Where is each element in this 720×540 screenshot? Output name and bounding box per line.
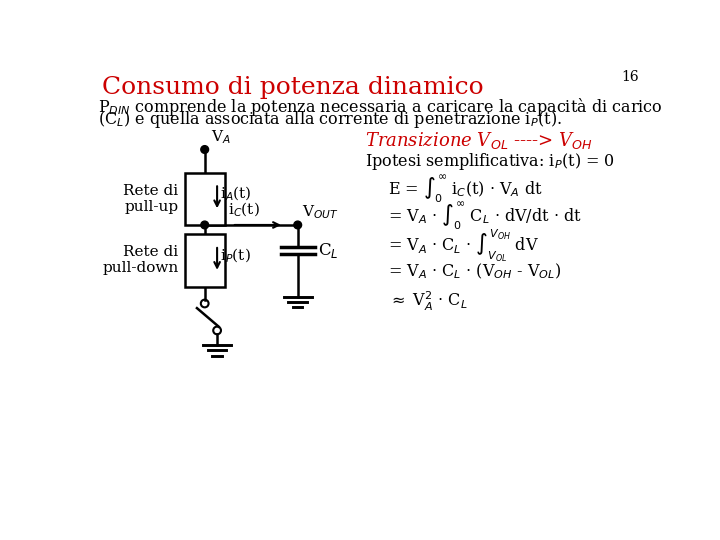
Text: V$_{OUT}$: V$_{OUT}$ [302,204,338,221]
Text: = V$_A$ $\cdot$ C$_L$ $\cdot$ $\int_{V_{OL}}^{V_{OH}}$ dV: = V$_A$ $\cdot$ C$_L$ $\cdot$ $\int_{V_{… [388,228,539,265]
Text: i$_P$(t): i$_P$(t) [220,247,251,265]
Text: Consumo di potenza dinamico: Consumo di potenza dinamico [102,76,483,99]
Text: = V$_A$ $\cdot$ $\int_0^{\infty}$ C$_L$ $\cdot$ dV/dt $\cdot$ dt: = V$_A$ $\cdot$ $\int_0^{\infty}$ C$_L$ … [388,200,582,232]
Circle shape [201,146,209,153]
Text: 16: 16 [621,70,639,84]
Bar [184,234,225,287]
Text: Transizione V$_{OL}$ ----> V$_{OH}$: Transizione V$_{OL}$ ----> V$_{OH}$ [365,130,593,151]
Text: = V$_A$ $\cdot$ C$_L$ $\cdot$ (V$_{OH}$ - V$_{OL}$): = V$_A$ $\cdot$ C$_L$ $\cdot$ (V$_{OH}$ … [388,261,562,281]
Text: $\approx$ V$_A^2$ $\cdot$ C$_L$: $\approx$ V$_A^2$ $\cdot$ C$_L$ [388,289,468,313]
Text: (C$_L$) e quella associata alla corrente di penetrazione i$_P$(t).: (C$_L$) e quella associata alla corrente… [98,110,562,131]
Text: Rete di
pull-down: Rete di pull-down [102,245,179,275]
Circle shape [201,221,209,229]
Text: Ipotesi semplificativa: i$_P$(t) = 0: Ipotesi semplificativa: i$_P$(t) = 0 [365,151,615,172]
Text: V$_A$: V$_A$ [211,129,230,146]
Text: C$_L$: C$_L$ [318,241,338,260]
Text: P$_{DIN}$ comprende la potenza necessaria a caricare la capacità di carico: P$_{DIN}$ comprende la potenza necessari… [98,96,662,118]
Text: E = $\int_0^{\infty}$ i$_C$(t) $\cdot$ V$_A$ dt: E = $\int_0^{\infty}$ i$_C$(t) $\cdot$ V… [388,173,543,205]
Bar [184,173,225,225]
Circle shape [294,221,302,229]
Text: i$_A$(t): i$_A$(t) [220,185,252,204]
Text: i$_C$(t): i$_C$(t) [228,200,260,219]
Text: Rete di
pull-up: Rete di pull-up [123,184,179,214]
